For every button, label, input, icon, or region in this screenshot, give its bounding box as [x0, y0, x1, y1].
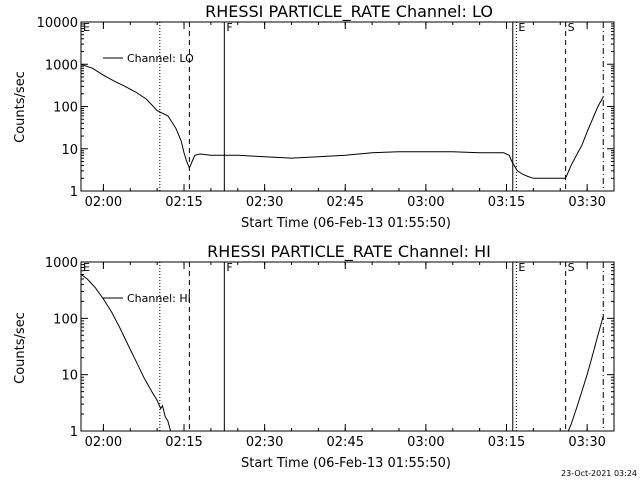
y-tick-label-lo: 100	[53, 101, 78, 116]
x-tick-label-lo: 02:00	[85, 195, 122, 210]
x-tick-label-hi: 02:30	[246, 435, 283, 450]
chart-title-hi: RHESSI PARTICLE_RATE Channel: HI	[207, 242, 491, 262]
x-tick-label-hi: 03:00	[407, 435, 444, 450]
ticks-hi: 02:00 02:15 02:30 02:45 03:00 03:15 03:30 1 10 10…	[45, 256, 615, 450]
x-tick-label-hi: 02:00	[85, 435, 122, 450]
y-tick-label-lo: 10000	[37, 16, 78, 31]
footer-timestamp: 23-Oct-2021 03:24	[561, 469, 637, 478]
legend-hi: Channel: HI	[103, 292, 191, 305]
x-tick-label-lo: 03:15	[488, 195, 525, 210]
series-lo	[80, 63, 604, 179]
series-line-lo	[80, 63, 604, 179]
event-marker-label-hi: E	[83, 261, 90, 274]
plot-area-hi	[80, 261, 615, 432]
x-tick-label-lo: 02:15	[165, 195, 202, 210]
series-line-hi	[80, 274, 604, 432]
x-axis-label-lo: Start Time (06-Feb-13 01:55:50)	[241, 216, 451, 231]
series-hi	[80, 274, 604, 432]
event-marker-label-lo: S	[568, 21, 575, 34]
x-tick-label-hi: 02:15	[165, 435, 202, 450]
event-marker-label-lo: E	[518, 21, 525, 34]
x-tick-label-hi: 03:15	[488, 435, 525, 450]
event-marker-label-hi: S	[568, 261, 575, 274]
y-tick-label-lo: 1	[70, 185, 78, 200]
x-tick-label-lo: 03:30	[568, 195, 605, 210]
plot-area-lo	[80, 21, 615, 192]
y-axis-label-hi: Counts/sec	[13, 312, 28, 384]
x-tick-label-lo: 02:30	[246, 195, 283, 210]
legend-label-lo: Channel: LO	[127, 52, 194, 65]
plot-frame-lo	[80, 21, 615, 192]
y-tick-label-hi: 1000	[45, 256, 78, 271]
legend-lo: Channel: LO	[103, 52, 194, 65]
panel-lo: RHESSI PARTICLE_RATE Channel: LO Counts/…	[13, 2, 615, 231]
y-axis-label-lo: Counts/sec	[13, 71, 28, 143]
event-marker-label-lo: F	[226, 21, 232, 34]
x-tick-label-lo: 03:00	[407, 195, 444, 210]
ticks-lo: 02:00 02:15 02:30 02:45 03:00 03:15 03:30 1 10 10…	[37, 16, 615, 210]
y-tick-label-hi: 10	[61, 369, 78, 384]
plot-frame-hi	[80, 261, 615, 432]
y-tick-label-hi: 100	[53, 312, 78, 327]
event-marker-label-hi: F	[226, 261, 232, 274]
y-tick-label-lo: 10	[61, 143, 78, 158]
x-axis-label-hi: Start Time (06-Feb-13 01:55:50)	[241, 456, 451, 471]
x-tick-label-lo: 02:45	[327, 195, 364, 210]
x-tick-label-hi: 02:45	[327, 435, 364, 450]
event-marker-label-hi: E	[518, 261, 525, 274]
legend-label-hi: Channel: HI	[127, 292, 191, 305]
x-tick-label-hi: 03:30	[568, 435, 605, 450]
y-tick-label-hi: 1	[70, 425, 78, 440]
chart-title-lo: RHESSI PARTICLE_RATE Channel: LO	[205, 2, 493, 22]
event-marker-label-lo: E	[83, 21, 90, 34]
panel-hi: RHESSI PARTICLE_RATE Channel: HI Counts/…	[13, 242, 615, 471]
y-tick-label-lo: 1000	[45, 58, 78, 73]
